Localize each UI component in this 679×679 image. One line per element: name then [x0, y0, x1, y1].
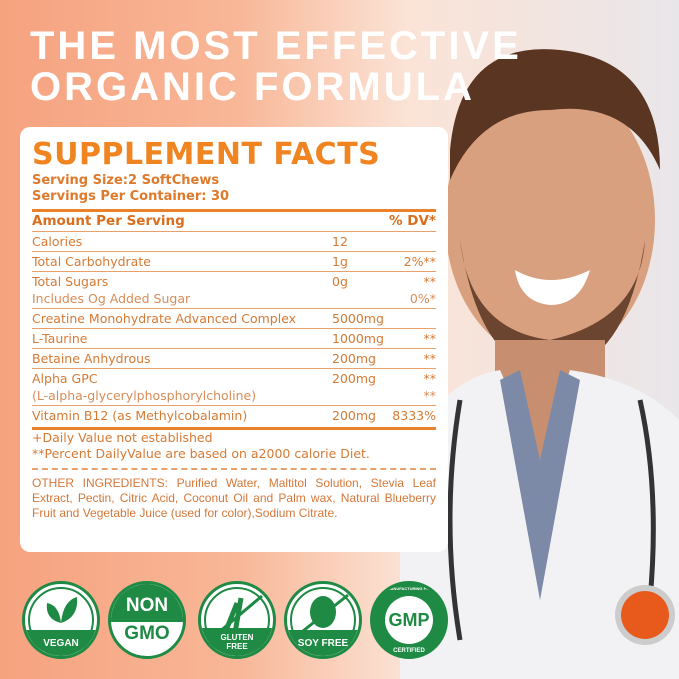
nutrient-row: Creatine Monohydrate Advanced Complex 500…	[32, 308, 436, 328]
note-percent-dv: **Percent DailyValue are based on a2000 …	[32, 446, 370, 461]
serving-size: Serving Size:2 SoftChews	[32, 173, 220, 188]
nutrient-subrow: (L-alpha-glycerylphosphorylcholine) **	[32, 386, 436, 405]
gmp-top-text: GOOD MANUFACTURING PRACTICE	[373, 586, 445, 591]
other-ingredients: OTHER INGREDIENTS: Purified Water, Malti…	[32, 476, 436, 520]
nutrient-name: Alpha GPC	[32, 371, 98, 386]
nutrient-subrow: Includes Og Added Sugar 0%*	[32, 289, 436, 308]
nutrient-sub-name: (L-alpha-glycerylphosphorylcholine)	[32, 388, 257, 403]
nutrient-name: L-Taurine	[32, 331, 88, 346]
nutrient-row: Total Sugars 0g **	[32, 271, 436, 291]
nutrient-name: Total Carbohydrate	[32, 254, 151, 269]
gmp-bottom-text: CERTIFIED	[393, 648, 425, 654]
nutrient-amount: 1g	[332, 254, 348, 269]
nutrient-row: L-Taurine 1000mg **	[32, 328, 436, 348]
headline-line-2: ORGANIC FORMULA	[30, 65, 475, 109]
vegan-label: VEGAN	[25, 630, 97, 656]
nutrient-name: Total Sugars	[32, 274, 109, 289]
non-gmo-badge: NON GMO	[108, 581, 186, 659]
nutrient-row: Total Carbohydrate 1g 2%**	[32, 251, 436, 271]
amount-header: Amount Per Serving	[32, 213, 185, 229]
nutrient-amount: 1000mg	[332, 331, 384, 346]
facts-header-row: Amount Per Serving % DV*	[32, 209, 436, 231]
free-label: FREE	[226, 642, 248, 651]
servings-per-container: Servings Per Container: 30	[32, 189, 230, 204]
nutrient-dv	[388, 309, 436, 328]
nutrient-amount: 200mg	[332, 371, 376, 386]
nutrient-row: Calories 12	[32, 231, 436, 251]
nutrient-amount: 200mg	[332, 408, 376, 423]
note-daily-value: +Daily Value not established	[32, 430, 213, 445]
vegan-badge: VEGAN	[22, 581, 100, 659]
nutrient-amount: 200mg	[332, 351, 376, 366]
nutrient-amount: 5000mg	[332, 311, 384, 326]
nutrient-amount: 0g	[332, 274, 348, 289]
gluten-free-badge: GLUTEN FREE	[198, 581, 276, 659]
soy-free-label: SOY FREE	[287, 630, 359, 656]
dv-header: % DV*	[389, 213, 436, 229]
nutrient-dv: **	[423, 331, 437, 346]
gmp-badge: GMP GOOD MANUFACTURING PRACTICE CERTIFIE…	[370, 581, 448, 659]
supplement-facts-panel: SUPPLEMENT FACTS Serving Size:2 SoftChew…	[20, 127, 448, 552]
nutrient-row: Alpha GPC 200mg **	[32, 368, 436, 388]
nutrient-name: Betaine Anhydrous	[32, 351, 151, 366]
nutrient-row: Betaine Anhydrous 200mg **	[32, 348, 436, 368]
gmp-label: GMP	[388, 609, 430, 630]
soy-free-badge: SOY FREE	[284, 581, 362, 659]
headline: THE MOST EFFECTIVE ORGANIC FORMULA	[30, 26, 522, 108]
doctor-photo	[400, 49, 679, 679]
nutrient-name: Vitamin B12 (as Methylcobalamin)	[32, 408, 248, 423]
nutrient-dv: **	[423, 274, 437, 289]
nutrient-dv: 2%**	[403, 254, 436, 269]
nutrient-dv: 8333%	[392, 408, 436, 423]
nutrient-sub-dv: 0%*	[409, 291, 436, 306]
nutrient-dv: **	[423, 351, 437, 366]
divider	[32, 468, 436, 470]
nutrient-name: Creatine Monohydrate Advanced Complex	[32, 311, 297, 326]
headline-line-1: THE MOST EFFECTIVE	[30, 24, 522, 68]
nutrient-sub-name: Includes Og Added Sugar	[32, 291, 191, 306]
gluten-label: GLUTEN	[220, 633, 254, 642]
nutrient-dv: **	[423, 371, 437, 386]
nutrient-sub-dv: **	[423, 388, 437, 403]
nutrient-amount: 12	[332, 234, 348, 249]
facts-title: SUPPLEMENT FACTS	[32, 137, 381, 172]
nutrient-row: Vitamin B12 (as Methylcobalamin) 200mg 833…	[32, 405, 436, 425]
soybean-crossed-icon	[297, 593, 349, 637]
nutrient-name: Calories	[32, 234, 83, 249]
gmo-label: GMO	[124, 623, 170, 644]
non-label: NON	[125, 595, 169, 616]
nutrient-dv	[388, 232, 436, 251]
